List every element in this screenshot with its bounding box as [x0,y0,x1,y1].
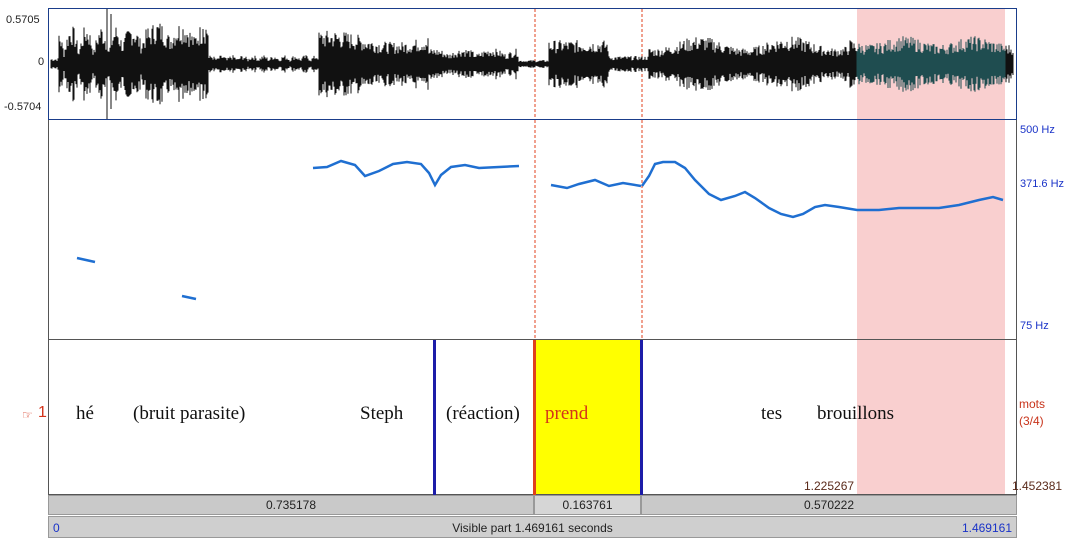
waveform-plot [50,9,1014,119]
tier-highlight-region [857,340,1005,494]
waveform-signal-highlighted [856,36,1006,92]
word-tes[interactable]: tes [761,403,783,424]
boundary-reaction-start[interactable] [433,340,436,495]
duration-left[interactable]: 0.735178 [48,495,534,515]
word-brouillons[interactable]: brouillons [817,403,895,424]
waveform-max-label: 0.5705 [6,14,40,26]
pitch-top-label: 500 Hz [1020,124,1055,136]
word-he[interactable]: hé [76,403,94,424]
pitch-cursor-label: 371.6 Hz [1020,178,1065,190]
pitch-contour-4 [550,178,642,190]
selection-start-boundary[interactable] [533,340,536,495]
duration-right[interactable]: 0.570222 [641,495,1017,515]
waveform-min-label: -0.5704 [4,101,42,113]
pitch-contour-5 [640,160,1004,219]
word-reaction[interactable]: (réaction) [446,403,520,424]
tier-panel[interactable] [48,339,1017,495]
tier-pointer-icon: ☞ [22,408,33,422]
visible-start: 0 [53,521,60,535]
pitch-plot [76,120,1005,340]
pitch-contour-1 [76,256,96,264]
visible-end: 1.469161 [961,521,1012,535]
selection-end-boundary[interactable] [640,340,643,495]
pitch-bottom-label: 75 Hz [1020,320,1049,332]
word-prend[interactable]: prend [545,403,589,424]
word-steph[interactable]: Steph [360,403,404,424]
tier-name: mots [1019,397,1046,411]
visible-part-bar[interactable]: 0 Visible part 1.469161 seconds 1.469161 [48,516,1017,538]
tier-position: (3/4) [1019,414,1044,428]
tier-number[interactable]: 1 [38,404,47,421]
duration-selection[interactable]: 0.163761 [534,495,641,515]
cursor-end-time: 1.452381 [1012,479,1063,493]
waveform-signal [50,9,1014,119]
visible-part-label: Visible part 1.469161 seconds [452,521,613,535]
pitch-panel[interactable] [48,120,1017,340]
pitch-highlight-region [857,120,1005,340]
cursor-start-time: 1.225267 [804,479,855,493]
pitch-contour-2 [181,294,197,301]
waveform-zero-label: 0 [38,56,45,68]
pitch-contour-3 [312,159,520,188]
waveform-panel[interactable] [48,8,1017,120]
selected-interval[interactable] [535,340,642,494]
word-bruit-parasite[interactable]: (bruit parasite) [133,403,246,424]
